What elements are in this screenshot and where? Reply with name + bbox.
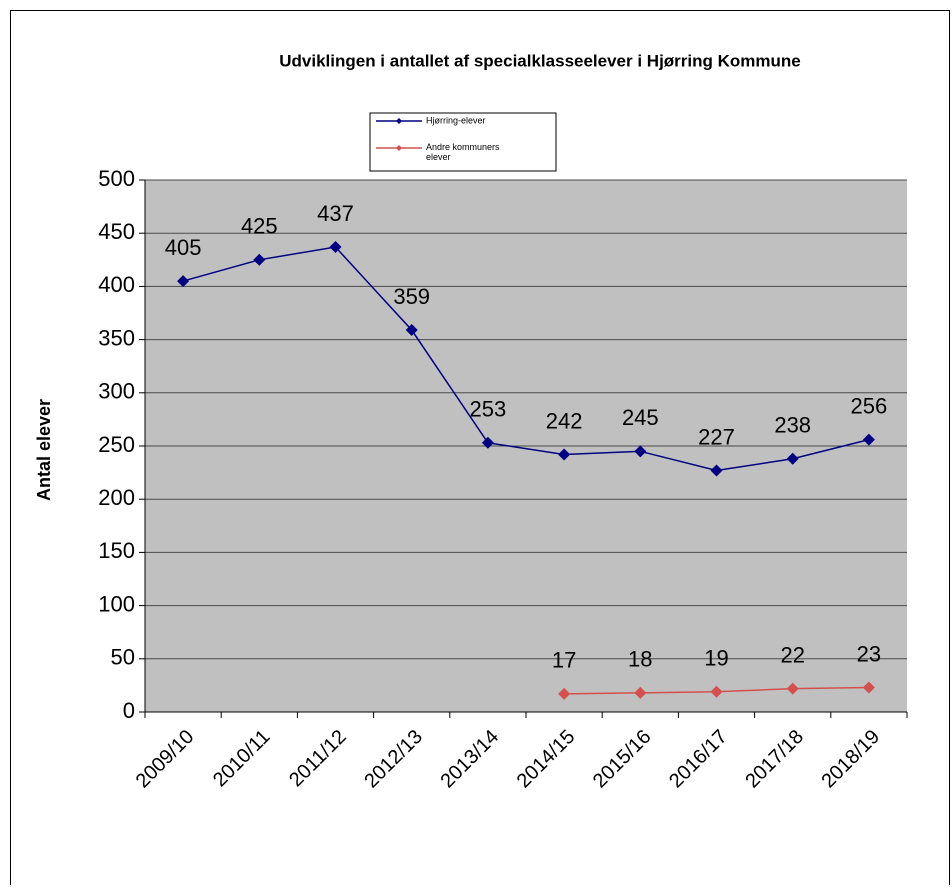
y-tick-label: 150	[98, 538, 135, 563]
data-label: 245	[622, 405, 659, 430]
y-tick-label: 300	[98, 379, 135, 404]
legend-label: Andre kommuners elever	[426, 142, 500, 162]
y-tick-label: 350	[98, 325, 135, 350]
legend-label-line: Andre kommuners	[426, 142, 500, 152]
legend-label-line: elever	[426, 152, 451, 162]
y-tick-label: 250	[98, 432, 135, 457]
legend-marker	[396, 118, 402, 124]
point-marker	[786, 452, 799, 465]
data-label: 405	[165, 235, 202, 260]
y-tick-label: 50	[111, 645, 135, 670]
point-marker	[862, 681, 875, 694]
point-marker	[634, 445, 647, 458]
y-tick-label: 0	[123, 698, 135, 723]
point-marker	[710, 464, 723, 477]
y-tick-label: 450	[98, 219, 135, 244]
point-marker	[558, 448, 571, 461]
data-label: 19	[704, 646, 728, 671]
data-label: 242	[546, 408, 583, 433]
data-label: 238	[774, 413, 811, 438]
point-marker	[710, 685, 723, 698]
point-marker	[862, 433, 875, 446]
y-tick-label: 500	[98, 166, 135, 191]
point-marker	[481, 436, 494, 449]
point-marker	[634, 686, 647, 699]
data-label: 253	[470, 397, 507, 422]
data-label: 437	[317, 201, 354, 226]
y-tick-label: 400	[98, 272, 135, 297]
data-label: 359	[393, 284, 430, 309]
legend-box	[369, 112, 557, 172]
data-label: 18	[628, 647, 652, 672]
y-axis-label: Antal elever	[34, 399, 54, 501]
y-tick-label: 100	[98, 591, 135, 616]
series-line	[182, 246, 870, 472]
point-marker	[786, 682, 799, 695]
legend-label: Hjørring-elever	[426, 115, 486, 125]
point-marker	[405, 324, 418, 337]
data-label: 17	[552, 648, 576, 673]
point-marker	[177, 275, 190, 288]
point-marker	[329, 241, 342, 254]
point-marker	[253, 253, 266, 266]
point-marker	[558, 687, 571, 700]
y-tick-label: 200	[98, 485, 135, 510]
data-label: 425	[241, 214, 278, 239]
chart-title: Udviklingen i antallet af specialklassee…	[279, 51, 801, 70]
data-label: 256	[851, 393, 888, 418]
legend-marker	[396, 145, 402, 151]
data-label: 23	[857, 641, 881, 666]
data-label: 227	[698, 424, 735, 449]
data-label: 22	[780, 642, 804, 667]
